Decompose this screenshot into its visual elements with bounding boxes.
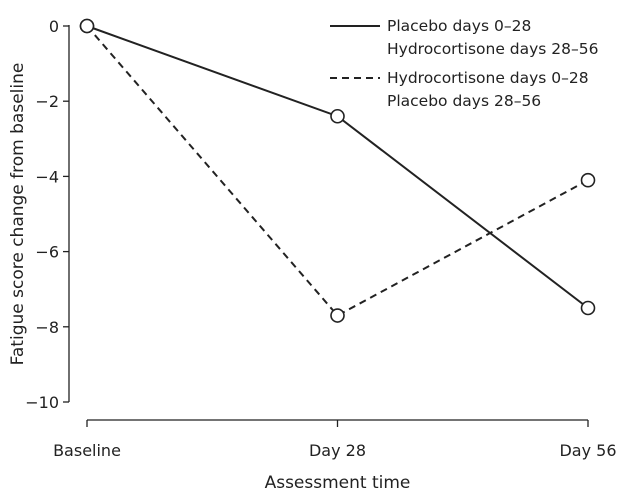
y-tick-label: −10 [25, 393, 59, 412]
x-tick-label: Day 56 [559, 441, 616, 460]
data-point-marker [79, 18, 95, 34]
data-point-marker [580, 300, 596, 316]
x-tick-label: Day 28 [309, 441, 366, 460]
y-ticks: 0 −2 −4 −6 −8 −10 [25, 17, 69, 412]
legend-label-1: Hydrocortisone days 28–56 [387, 40, 599, 58]
y-tick-label: −6 [35, 243, 59, 262]
y-tick-label: −8 [35, 318, 59, 337]
y-axis-title: Fatigue score change from baseline [8, 63, 28, 366]
data-point-marker [580, 172, 596, 188]
legend-label-1: Placebo days 0–28 [387, 17, 531, 35]
data-point-marker [330, 108, 345, 124]
legend-label-2: Placebo days 28–56 [387, 92, 541, 110]
x-ticks: Baseline Day 28 Day 56 [53, 420, 617, 460]
y-tick-label: 0 [49, 17, 59, 36]
legend-label-2: Hydrocortisone days 0–28 [387, 69, 589, 87]
legend: Placebo days 0–28 Hydrocortisone days 28–… [330, 17, 599, 110]
x-tick-label: Baseline [53, 441, 121, 460]
series-layer [79, 18, 596, 323]
x-axis-title: Assessment time [265, 473, 411, 493]
data-point-marker [330, 308, 345, 323]
y-tick-label: −4 [35, 167, 59, 186]
y-tick-label: −2 [35, 92, 59, 111]
